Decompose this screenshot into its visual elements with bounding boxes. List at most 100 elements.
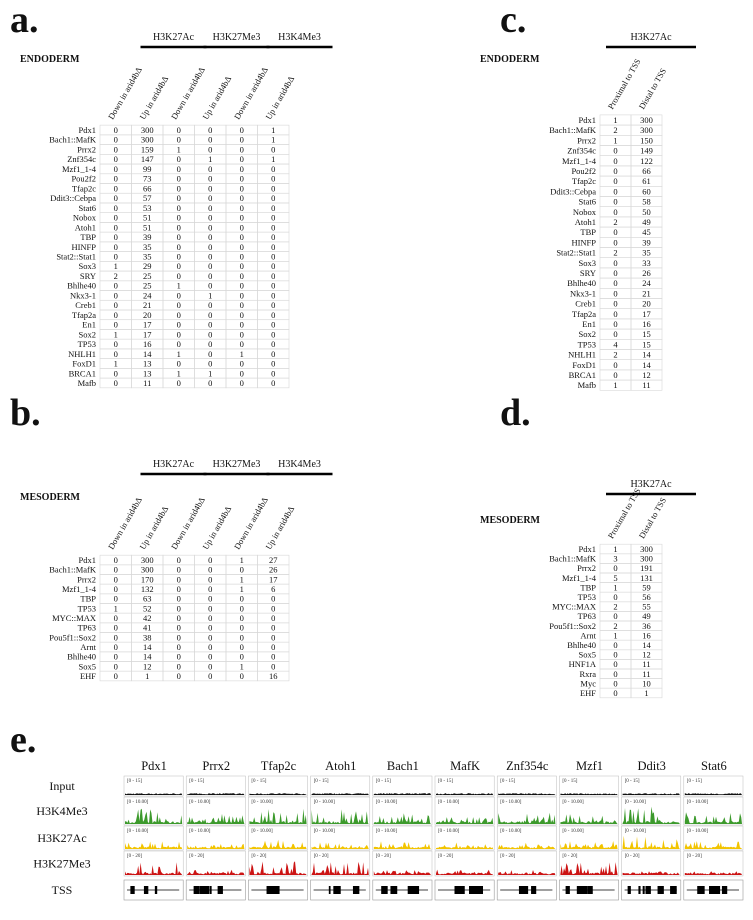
track-range: [0 - 10.00] <box>127 800 149 805</box>
track-frame <box>372 825 433 851</box>
track-range: [0 - 20] <box>251 854 266 859</box>
exon <box>469 886 472 894</box>
row-name: BRCA1 <box>69 368 96 378</box>
cell-value: 0 <box>177 251 181 261</box>
cell-value: 1 <box>613 544 617 554</box>
cell-value: 29 <box>143 261 152 271</box>
track-range: [0 - 10.00] <box>438 800 460 805</box>
signal <box>622 835 680 849</box>
cell-value: 0 <box>177 232 181 242</box>
cell-value: 17 <box>143 320 152 330</box>
row-name: Pou5f1::Sox2 <box>549 621 596 631</box>
cell-value: 0 <box>613 288 617 298</box>
cell-value: 66 <box>143 183 152 193</box>
cell-value: 17 <box>143 329 152 339</box>
row-name: Stat6 <box>579 197 596 207</box>
row-name: MYC::MAX <box>552 602 596 612</box>
gene-name: Bach1 <box>387 759 419 773</box>
row-name: Tfap2a <box>72 310 96 320</box>
cell-value: 0 <box>613 186 617 196</box>
cell-value: 1 <box>240 574 244 584</box>
cell-value: 35 <box>642 248 651 258</box>
row-name: Pou2f2 <box>71 174 96 184</box>
exon <box>721 886 728 894</box>
signal <box>125 841 183 849</box>
cell-value: 0 <box>271 261 275 271</box>
row-name: HINFP <box>71 242 96 252</box>
row-name: SRY <box>80 271 96 281</box>
column-header: Up in arid4bΔ <box>263 504 296 551</box>
track-frame <box>621 775 682 797</box>
row-name: SRY <box>580 268 596 278</box>
cell-value: 0 <box>271 632 275 642</box>
cell-value: 300 <box>141 555 154 565</box>
row-name: Ddit3::Cebpa <box>550 186 596 196</box>
cell-value: 0 <box>271 368 275 378</box>
cell-value: 0 <box>208 632 212 642</box>
cell-value: 73 <box>143 174 152 184</box>
cell-value: 45 <box>642 227 651 237</box>
track-range: [0 - 10.00] <box>687 829 709 834</box>
track-range: [0 - 10.00] <box>376 829 398 834</box>
cell-value: 300 <box>640 115 653 125</box>
cell-value: 15 <box>642 339 651 349</box>
cell-value: 132 <box>141 584 154 594</box>
exon <box>475 886 484 894</box>
cell-value: 0 <box>177 242 181 252</box>
track-range: [0 - 10.00] <box>500 829 522 834</box>
exon <box>582 886 588 894</box>
group-header: H3K4Me3 <box>278 32 321 43</box>
row-name: Pdx1 <box>579 544 596 554</box>
group-header: H3K27Me3 <box>213 459 261 470</box>
track-frame <box>248 879 308 901</box>
cell-value: 0 <box>271 652 275 662</box>
cell-value: 0 <box>177 671 181 681</box>
cell-value: 0 <box>271 378 275 388</box>
cell-value: 0 <box>177 603 181 613</box>
cell-value: 0 <box>271 271 275 281</box>
cell-value: 0 <box>240 251 244 261</box>
cell-value: 0 <box>240 329 244 339</box>
track-frame <box>123 879 184 901</box>
cell-value: 0 <box>114 135 118 145</box>
group-header: H3K27Ac <box>153 459 195 470</box>
cell-value: 0 <box>613 650 617 660</box>
track-name: H3K27Ac <box>37 831 86 845</box>
cell-value: 0 <box>114 232 118 242</box>
panel-label: c. <box>500 0 526 41</box>
cell-value: 0 <box>271 203 275 213</box>
row-name: Pou5f1::Sox2 <box>49 632 96 642</box>
cell-value: 0 <box>271 251 275 261</box>
column-header: Up in arid4bΔ <box>137 504 170 551</box>
exon <box>469 886 477 894</box>
track-frame <box>621 879 682 901</box>
track-range: [0 - 20] <box>687 854 702 859</box>
cell-value: 2 <box>613 602 617 612</box>
row-name: Arnt <box>580 630 596 640</box>
cell-value: 0 <box>613 176 617 186</box>
cell-value: 11 <box>642 659 650 669</box>
row-name: Tfap2c <box>72 183 96 193</box>
signal <box>311 842 369 849</box>
track-range: [0 - 15] <box>562 779 577 784</box>
cell-value: 0 <box>240 135 244 145</box>
row-name: TP53 <box>78 603 96 613</box>
cell-value: 59 <box>642 582 651 592</box>
cell-value: 21 <box>642 288 651 298</box>
cell-value: 0 <box>208 251 212 261</box>
column-header: Distal to TSS <box>637 495 669 540</box>
row-name: TBP <box>580 582 596 592</box>
row-name: Rxra <box>579 669 596 679</box>
cell-value: 191 <box>640 563 653 573</box>
cell-value: 0 <box>177 555 181 565</box>
exon <box>531 886 537 894</box>
track-frame <box>559 879 619 901</box>
row-name: Pou2f2 <box>571 166 596 176</box>
cell-value: 0 <box>240 310 244 320</box>
cell-value: 66 <box>642 166 651 176</box>
row-name: Tfap2c <box>572 176 596 186</box>
row-name: Atoh1 <box>75 222 96 232</box>
cell-value: 0 <box>177 378 181 388</box>
signal <box>436 793 494 795</box>
cell-value: 1 <box>240 555 244 565</box>
